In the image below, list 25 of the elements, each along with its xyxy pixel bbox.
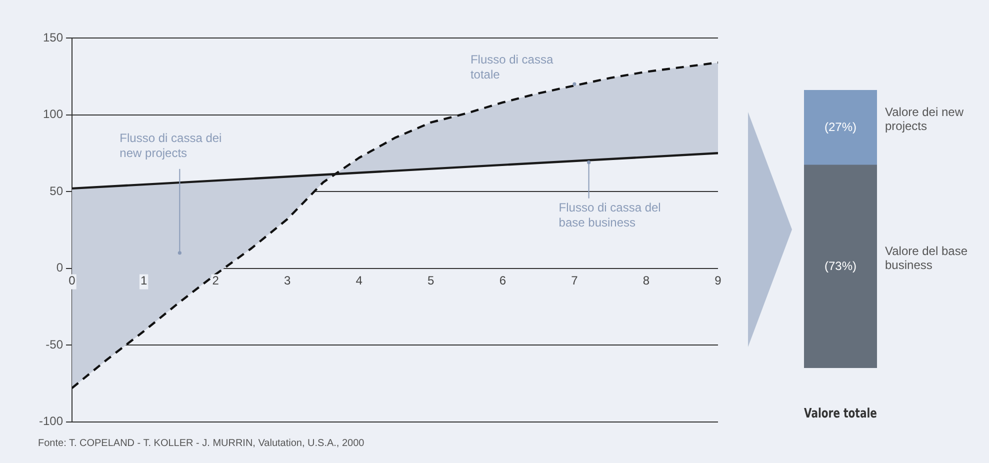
series-label: Valore dei new projects	[885, 104, 964, 133]
x-tick-label: 2	[212, 274, 220, 288]
y-tick-label: 150	[42, 30, 64, 44]
annotation: Flusso di cassa totale	[470, 52, 554, 82]
x-axis-title: Valore totale	[804, 405, 878, 421]
x-tick-label: 5	[428, 274, 435, 288]
y-tick-label: 0	[56, 260, 64, 275]
annotation: Flusso di cassa del base business	[558, 200, 661, 230]
x-tick-label: 9	[714, 274, 722, 288]
series-label: Valore del base business	[885, 244, 968, 272]
y-tick-label: 100	[42, 107, 64, 122]
y-tick-label: 50	[50, 184, 64, 198]
x-tick-label: 7	[571, 274, 578, 288]
annotation: Flusso di cassa dei new projects	[120, 131, 222, 160]
x-tick-label: 4	[356, 274, 363, 288]
y-tick-label: -100	[38, 414, 64, 428]
data-label: (73%)	[824, 258, 857, 273]
x-tick-label: 0	[68, 274, 76, 288]
data-label: (27%)	[824, 120, 857, 134]
y-tick-label: -50	[46, 337, 64, 352]
source-note: Fonte: T. COPELAND - T. KOLLER - J. MURRIN, Valutation, U.S.A., 2000	[38, 438, 364, 449]
x-tick-label: 8	[642, 274, 650, 288]
x-tick-label: 1	[140, 274, 148, 288]
x-tick-label: 6	[499, 274, 506, 288]
x-tick-label: 3	[284, 274, 291, 288]
